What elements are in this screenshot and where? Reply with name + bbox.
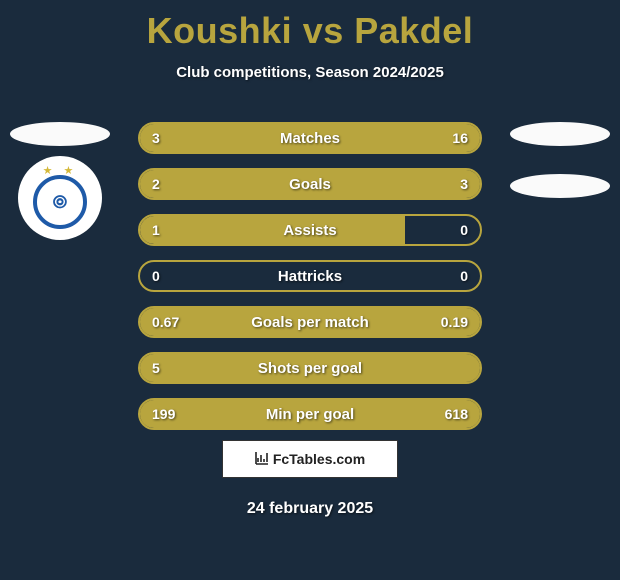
team-right-block [510,122,610,198]
page-title: Koushki vs Pakdel [0,0,620,52]
team-left-name-placeholder [10,122,110,146]
stat-row: 10Assists [138,214,482,246]
chart-icon [255,451,269,468]
stat-row: 5Shots per goal [138,352,482,384]
stat-label: Min per goal [140,400,480,428]
team-right-name-placeholder [510,122,610,146]
stat-row: 0.670.19Goals per match [138,306,482,338]
stat-label: Shots per goal [140,354,480,382]
stat-bars-container: 316Matches 23Goals 10Assists 00Hattricks 0.6… [138,122,482,444]
date-text: 24 february 2025 [0,500,620,518]
team-left-block: ★ ★ ⦾ [10,122,110,240]
stat-label: Goals [140,170,480,198]
team-right-crest-placeholder [510,174,610,198]
team-left-crest: ★ ★ ⦾ [18,156,102,240]
stat-row: 00Hattricks [138,260,482,292]
stat-row: 199618Min per goal [138,398,482,430]
crest-ring-icon: ⦾ [33,175,87,229]
footer-logo[interactable]: FcTables.com [222,440,398,478]
subtitle: Club competitions, Season 2024/2025 [0,64,620,81]
stat-row: 23Goals [138,168,482,200]
footer-logo-text: FcTables.com [273,451,365,467]
crest-stars-icon: ★ ★ [43,164,78,177]
stat-label: Matches [140,124,480,152]
crest-inner-icon: ⦾ [53,192,67,213]
stat-label: Assists [140,216,480,244]
stat-label: Hattricks [140,262,480,290]
stat-row: 316Matches [138,122,482,154]
stat-label: Goals per match [140,308,480,336]
